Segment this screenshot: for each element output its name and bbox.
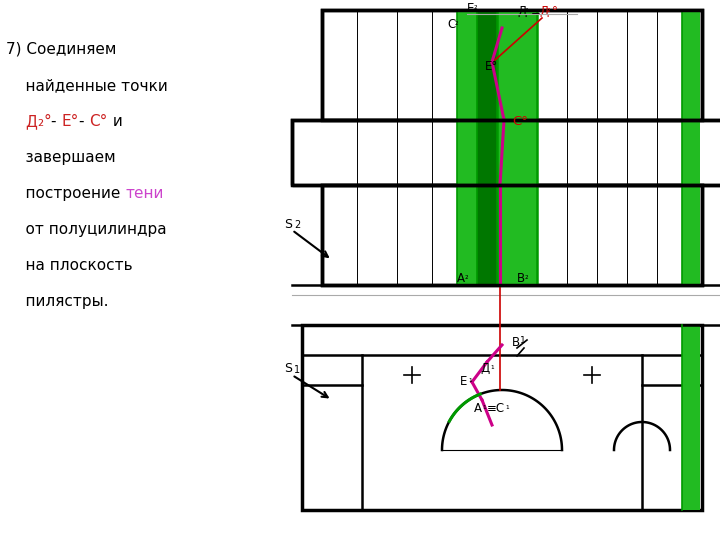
Text: ₂: ₂	[547, 5, 551, 14]
Text: 1: 1	[520, 336, 526, 345]
Bar	[682, 325, 700, 510]
Text: пилястры.: пилястры.	[6, 294, 108, 309]
Text: ₁: ₁	[482, 402, 485, 411]
Text: ₂: ₂	[474, 2, 477, 11]
Text: B: B	[512, 336, 520, 349]
Text: 7) Соединяем: 7) Соединяем	[6, 42, 116, 57]
Text: построение: построение	[6, 186, 125, 201]
Text: ₂: ₂	[525, 5, 528, 14]
Text: E: E	[460, 375, 467, 388]
Text: ₁: ₁	[468, 375, 472, 384]
Text: S: S	[284, 362, 292, 375]
Text: -: -	[51, 114, 61, 129]
Text: Д: Д	[480, 362, 490, 375]
Text: ₂: ₂	[465, 272, 469, 281]
Text: E: E	[467, 2, 474, 15]
Text: ₁: ₁	[490, 362, 494, 371]
Text: ₂: ₂	[455, 18, 459, 27]
Text: и: и	[107, 114, 122, 129]
Text: завершаем: завершаем	[6, 150, 115, 165]
Text: S: S	[284, 218, 292, 231]
Text: С°: С°	[512, 115, 528, 128]
Bar	[497, 10, 537, 285]
Bar	[302, 325, 702, 510]
Bar	[322, 10, 702, 120]
Bar	[292, 120, 720, 185]
Text: Д: Д	[25, 114, 37, 129]
Text: тени: тени	[125, 186, 163, 201]
Bar	[322, 185, 702, 285]
Text: ≡C: ≡C	[487, 402, 505, 415]
Bar	[322, 10, 702, 120]
Text: A: A	[457, 272, 465, 285]
Bar	[682, 10, 700, 285]
Text: ₂: ₂	[37, 114, 43, 129]
Text: Е°: Е°	[485, 60, 498, 73]
Text: Д: Д	[517, 5, 526, 18]
Text: C: C	[447, 18, 455, 31]
Text: 2: 2	[294, 220, 300, 230]
Text: -: -	[78, 114, 89, 129]
Text: Е°: Е°	[61, 114, 78, 129]
Text: С°: С°	[89, 114, 107, 129]
Text: 1: 1	[294, 365, 300, 375]
Text: ≡: ≡	[531, 5, 541, 18]
Text: на плоскость: на плоскость	[6, 258, 132, 273]
Bar	[322, 185, 702, 285]
Text: B: B	[517, 272, 525, 285]
Text: Д: Д	[539, 5, 548, 18]
Text: °: °	[43, 114, 51, 129]
Bar	[292, 120, 720, 185]
Bar	[477, 10, 497, 285]
Text: от полуцилиндра: от полуцилиндра	[6, 222, 166, 237]
Text: найденные точки: найденные точки	[6, 78, 168, 93]
Text: ₁: ₁	[505, 402, 508, 411]
Text: ₂: ₂	[525, 272, 528, 281]
Bar	[457, 10, 477, 285]
Text: A: A	[474, 402, 482, 415]
Text: °: °	[552, 5, 558, 18]
